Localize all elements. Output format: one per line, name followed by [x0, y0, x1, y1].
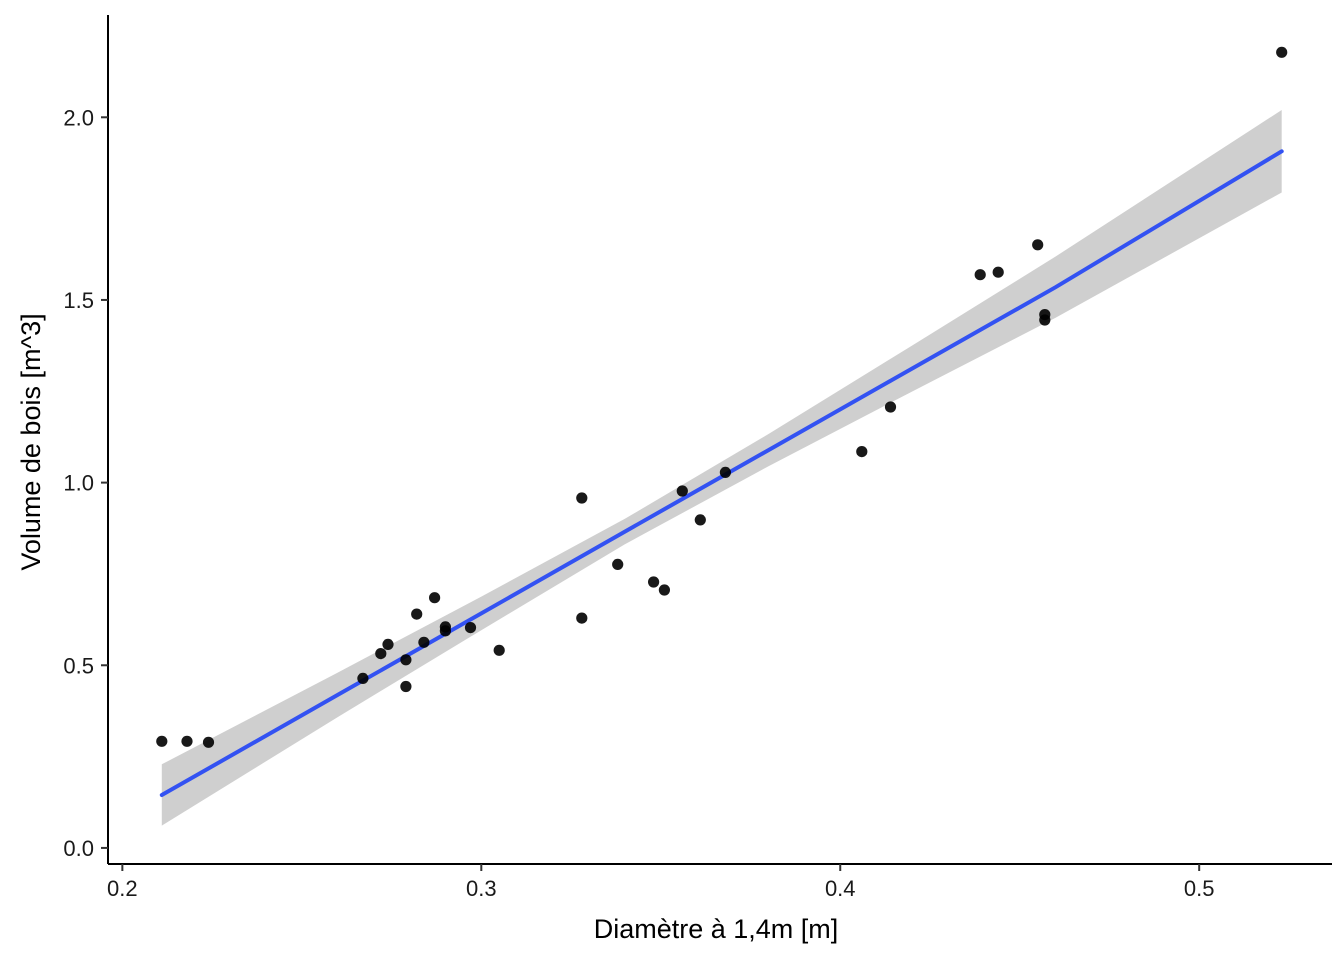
data-point — [576, 612, 588, 624]
x-tick-label: 0.2 — [107, 876, 138, 901]
data-point — [411, 608, 423, 620]
data-point — [694, 514, 706, 526]
data-point — [676, 485, 688, 497]
data-point — [375, 648, 387, 660]
y-tick-label: 2.0 — [63, 105, 94, 130]
data-point — [612, 558, 624, 571]
x-tick-label: 0.5 — [1184, 876, 1215, 901]
data-point — [576, 492, 588, 504]
data-point — [1276, 46, 1288, 58]
axes-layer: 0.2 0.3 0.4 0.5 0.0 0.5 1.0 1.5 2.0 — [63, 15, 1332, 901]
data-point — [884, 401, 897, 413]
confidence-band-layer — [161, 110, 1282, 826]
data-point — [658, 584, 671, 596]
data-point — [1032, 239, 1044, 251]
x-axis-title: Diamètre à 1,4m [m] — [594, 914, 839, 944]
data-point — [856, 446, 868, 458]
data-point — [181, 735, 193, 747]
data-point — [439, 621, 451, 633]
data-point — [357, 672, 369, 685]
data-point — [382, 638, 394, 651]
data-point — [202, 736, 215, 748]
y-axis-title: Volume de bois [m^3] — [16, 313, 46, 570]
data-point — [400, 680, 412, 693]
confidence-band — [161, 110, 1282, 826]
data-point — [156, 735, 168, 747]
y-tick-label: 0.0 — [63, 836, 94, 861]
data-point — [464, 622, 477, 634]
data-point — [974, 269, 986, 281]
data-point — [418, 636, 430, 648]
y-tick-label: 1.5 — [63, 288, 94, 313]
y-tick-label: 1.0 — [63, 471, 94, 496]
data-point — [648, 576, 660, 588]
data-point — [429, 592, 441, 604]
y-tick-label: 0.5 — [63, 653, 94, 678]
x-tick-label: 0.3 — [466, 876, 497, 901]
x-tick-label: 0.4 — [825, 876, 856, 901]
data-point — [1039, 309, 1051, 321]
data-points-layer — [156, 46, 1288, 748]
data-point — [719, 466, 732, 478]
data-point — [493, 644, 505, 656]
data-point — [400, 654, 412, 666]
data-point — [992, 266, 1004, 278]
